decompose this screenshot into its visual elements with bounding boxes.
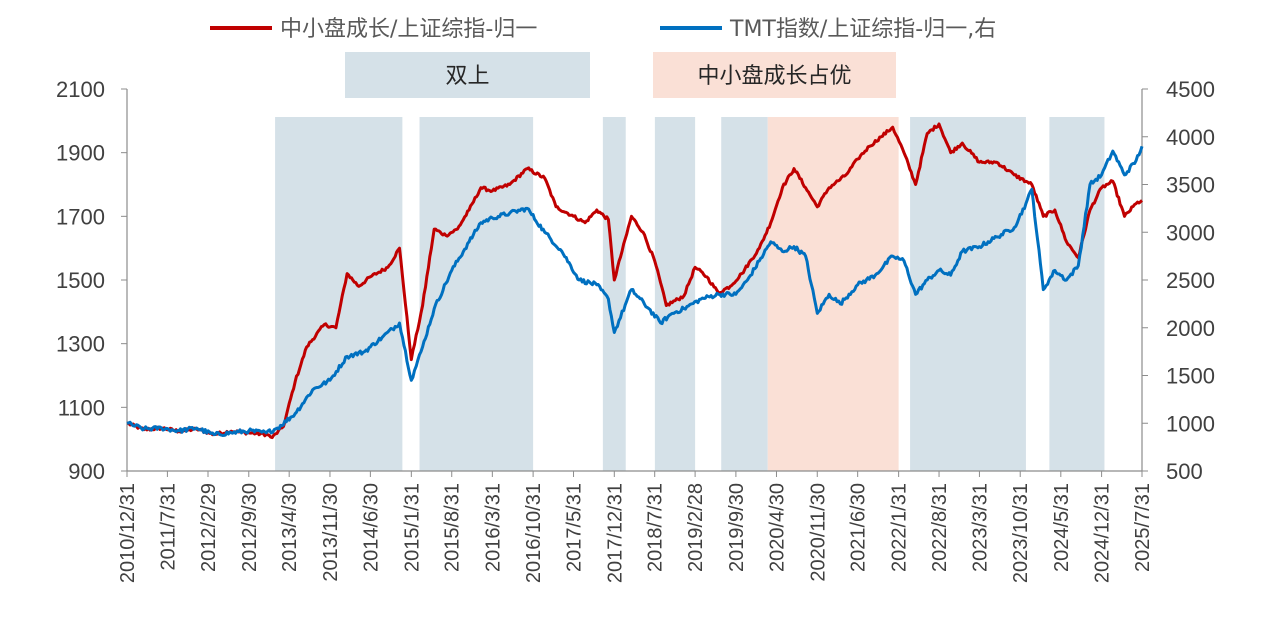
series-line-0: [127, 122, 1143, 440]
x-tick-label: 2012/9/30: [239, 483, 261, 572]
x-tick-label: 2015/1/31: [401, 483, 423, 572]
legend-label-1: TMT指数/上证综指-归一,右: [729, 17, 996, 42]
y-right-tick-label: 1500: [1166, 364, 1215, 389]
x-tick-label: 2021/6/30: [848, 483, 870, 572]
annotation-box-1: [653, 52, 896, 98]
legend-label-0: 中小盘成长/上证综指-归一: [280, 17, 537, 42]
shaded-period-2: [602, 117, 626, 471]
y-right-tick-label: 3000: [1166, 220, 1215, 245]
x-tick-label: 2024/12/31: [1092, 483, 1114, 583]
x-tick-label: 2020/11/30: [807, 483, 829, 582]
x-tick-label: 2011/7/31: [157, 483, 179, 571]
series-line-1: [126, 145, 1144, 437]
x-tick-label: 2019/2/28: [685, 483, 707, 572]
y-left-tick-label: 1300: [56, 332, 105, 357]
y-right-tick-label: 3500: [1166, 173, 1215, 198]
shaded-period-5: [767, 117, 899, 471]
annotation-box-0: [345, 52, 590, 98]
shaded-period-3: [654, 117, 696, 471]
shaded-period-7: [1049, 117, 1105, 471]
axes: 900 1100 1300 1500 1700 1900 2100 500 1000 1500 20…: [56, 77, 1215, 583]
y-right-tick-label: 1000: [1166, 411, 1215, 436]
x-tick-label: 2015/8/31: [442, 483, 464, 572]
x-tick-label: 2016/3/31: [482, 483, 504, 572]
x-tick-label: 2023/10/31: [1010, 483, 1032, 583]
y-left-tick-label: 2100: [56, 77, 105, 102]
x-tick-label: 2024/5/31: [1051, 483, 1073, 572]
x-tick-label: 2017/12/31: [604, 483, 626, 583]
y-left-tick-label: 900: [68, 459, 105, 484]
y-right-tick-label: 4500: [1166, 77, 1215, 102]
series-lines: [126, 122, 1144, 440]
y-left-tick-label: 1100: [58, 395, 105, 420]
x-tick-label: 2017/5/31: [564, 483, 586, 572]
x-tick-label: 2013/4/30: [279, 483, 301, 572]
shaded-period-1: [419, 117, 534, 471]
shaded-periods: [275, 117, 1105, 471]
y-left-tick-label: 1700: [56, 204, 105, 229]
x-tick-label: 2018/7/31: [645, 483, 667, 572]
y-left-tick-label: 1900: [56, 141, 105, 166]
y-right-tick-label: 4000: [1166, 125, 1215, 150]
x-tick-label: 2019/9/30: [726, 483, 748, 572]
x-tick-label: 2013/11/30: [320, 483, 342, 582]
annotation-label-1: 中小盘成长占优: [697, 64, 851, 89]
y-right-tick-label: 500: [1166, 459, 1203, 484]
x-tick-label: 2014/6/30: [360, 483, 382, 572]
x-tick-label: 2022/8/31: [929, 483, 951, 572]
y-left-tick-label: 1500: [56, 268, 105, 293]
x-tick-label: 2023/3/31: [969, 483, 991, 572]
x-tick-label: 2016/10/31: [523, 483, 545, 583]
x-tick-label: 2022/1/31: [889, 483, 911, 572]
y-right-tick-label: 2500: [1166, 268, 1215, 293]
shaded-period-6: [910, 117, 1026, 471]
legend: 中小盘成长/上证综指-归一 TMT指数/上证综指-归一,右: [210, 17, 996, 42]
annotation-label-0: 双上: [445, 64, 489, 89]
x-tick-label: 2010/12/31: [117, 483, 139, 583]
y-right-tick-label: 2000: [1166, 316, 1215, 341]
annotations: 双上 中小盘成长占优: [345, 52, 896, 98]
x-tick-label: 2025/7/31: [1132, 483, 1154, 572]
shaded-period-0: [275, 117, 403, 471]
x-tick-label: 2020/4/30: [766, 483, 788, 572]
x-tick-label: 2012/2/29: [198, 483, 220, 572]
